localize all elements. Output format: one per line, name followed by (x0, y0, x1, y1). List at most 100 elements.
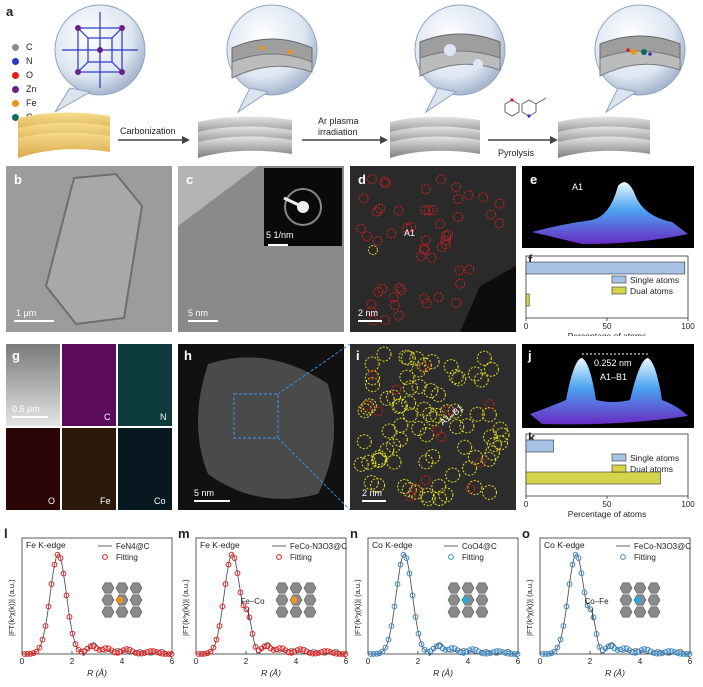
dual-atom-marker (368, 245, 378, 255)
fitting-point (159, 650, 166, 657)
graphene-ring (129, 582, 143, 594)
single-atom-marker (410, 483, 421, 494)
element-dot-icon (12, 99, 19, 107)
graphene-ring (647, 606, 661, 618)
fitting-point (680, 651, 687, 657)
dual-atom-marker (419, 427, 435, 443)
single-atom-marker (393, 205, 404, 216)
fitting-point (54, 551, 61, 558)
single-atom-marker (436, 174, 446, 185)
legend-marker (620, 554, 626, 560)
x-tick-label: 4 (638, 657, 643, 666)
dual-atom-marker (459, 418, 475, 434)
peak-annotation: Fe–Co (241, 597, 266, 606)
fitting-point (24, 651, 31, 657)
fitting-point (499, 649, 506, 655)
x-axis-label: Percentage of atoms (568, 509, 646, 519)
fitting-point (141, 650, 148, 656)
scalebar-label-i: 2 nm (362, 488, 383, 498)
fitting-point (545, 650, 552, 657)
haadf-image-i (350, 344, 516, 510)
legend-label: Fitting (290, 553, 312, 562)
fitting-point (572, 551, 579, 558)
fitting-point (120, 647, 127, 653)
fitting-point (376, 650, 383, 657)
fitting-point (78, 648, 85, 655)
single-atom-marker (451, 182, 461, 193)
fitting-point (442, 647, 449, 653)
dual-atom-marker (401, 482, 417, 498)
fitting-point (102, 645, 109, 651)
fitting-point (96, 647, 103, 653)
dual-atom-marker (371, 452, 387, 468)
single-atom-marker (356, 223, 366, 234)
fitting-point (267, 645, 274, 652)
x-tick-label: 2 (244, 657, 249, 666)
scalebar-label-g: 0.5 μm (12, 404, 40, 414)
fitting-point (315, 650, 322, 656)
single-atom-marker (433, 292, 444, 303)
x-tick-label: 2 (70, 657, 75, 666)
single-atom-marker (440, 239, 451, 250)
fitting-point (93, 645, 100, 652)
fitting-point (677, 650, 684, 657)
graphene-ring (475, 582, 489, 594)
graphene-ring (619, 582, 633, 594)
fitting-point (412, 614, 419, 620)
x-tick-label: 4 (466, 657, 471, 666)
fitting-point (270, 647, 277, 653)
single-atom-marker (426, 252, 437, 263)
fitting-point (406, 570, 413, 577)
eds-label-co: Co (154, 496, 166, 506)
legend-label: Dual atoms (630, 286, 673, 296)
graphene-ring (475, 606, 489, 618)
dual-atom-marker (402, 407, 418, 423)
single-atom-marker (358, 193, 369, 204)
carbon-sheets-1 (198, 116, 292, 158)
single-atom-marker (427, 205, 438, 216)
fitting-point (400, 551, 407, 558)
graphene-ring (101, 582, 115, 594)
panel-label-l: l (4, 526, 8, 541)
fitting-point (117, 648, 124, 655)
fitting-point (379, 648, 386, 655)
legend-marker (276, 554, 282, 560)
legend-label: Fitting (116, 553, 138, 562)
legend-swatch (611, 453, 627, 462)
fitting-point (478, 649, 485, 656)
dual-atom-marker (492, 435, 508, 451)
dual-atom-marker (467, 480, 483, 496)
legend-label: CoO4@C (462, 542, 497, 551)
fitting-point (391, 603, 398, 610)
fitting-point (502, 650, 509, 656)
fitting-point (276, 645, 283, 651)
dual-atom-marker (467, 449, 483, 465)
fitting-point (493, 648, 500, 654)
fitting-point (339, 651, 346, 657)
single-atom-marker (455, 278, 466, 289)
dual-atom-marker (411, 421, 427, 436)
exafs-chart-l: Fe K-edge FeN4@C Fitting 0 2 4 6 R (Å) |FT(k³χ(k… (7, 537, 175, 678)
x-tick-label: 6 (170, 657, 175, 666)
single-atom-marker (374, 203, 385, 214)
scalebar-b (14, 320, 54, 322)
intensity-map-e (522, 166, 694, 248)
scalebar-label-d: 2 nm (358, 308, 379, 318)
bar-dual-atoms (525, 293, 530, 307)
scalebar-c-inset (268, 244, 288, 246)
dual-atom-marker (411, 362, 427, 378)
fitting-point (27, 650, 34, 657)
dual-atom-marker (409, 351, 425, 367)
plot-frame (367, 537, 519, 655)
single-atom-marker (391, 384, 402, 395)
single-atom-marker (494, 218, 505, 229)
dual-atom-marker (481, 407, 497, 423)
haadf-image-h (178, 344, 344, 510)
fitting-point (147, 648, 154, 654)
panel-label-c: c (186, 172, 194, 187)
fitting-point (382, 644, 389, 651)
panel-label-i: i (356, 348, 360, 363)
fitting-point (201, 650, 208, 657)
fitting-point (231, 555, 238, 561)
dual-atom-marker (392, 398, 408, 413)
